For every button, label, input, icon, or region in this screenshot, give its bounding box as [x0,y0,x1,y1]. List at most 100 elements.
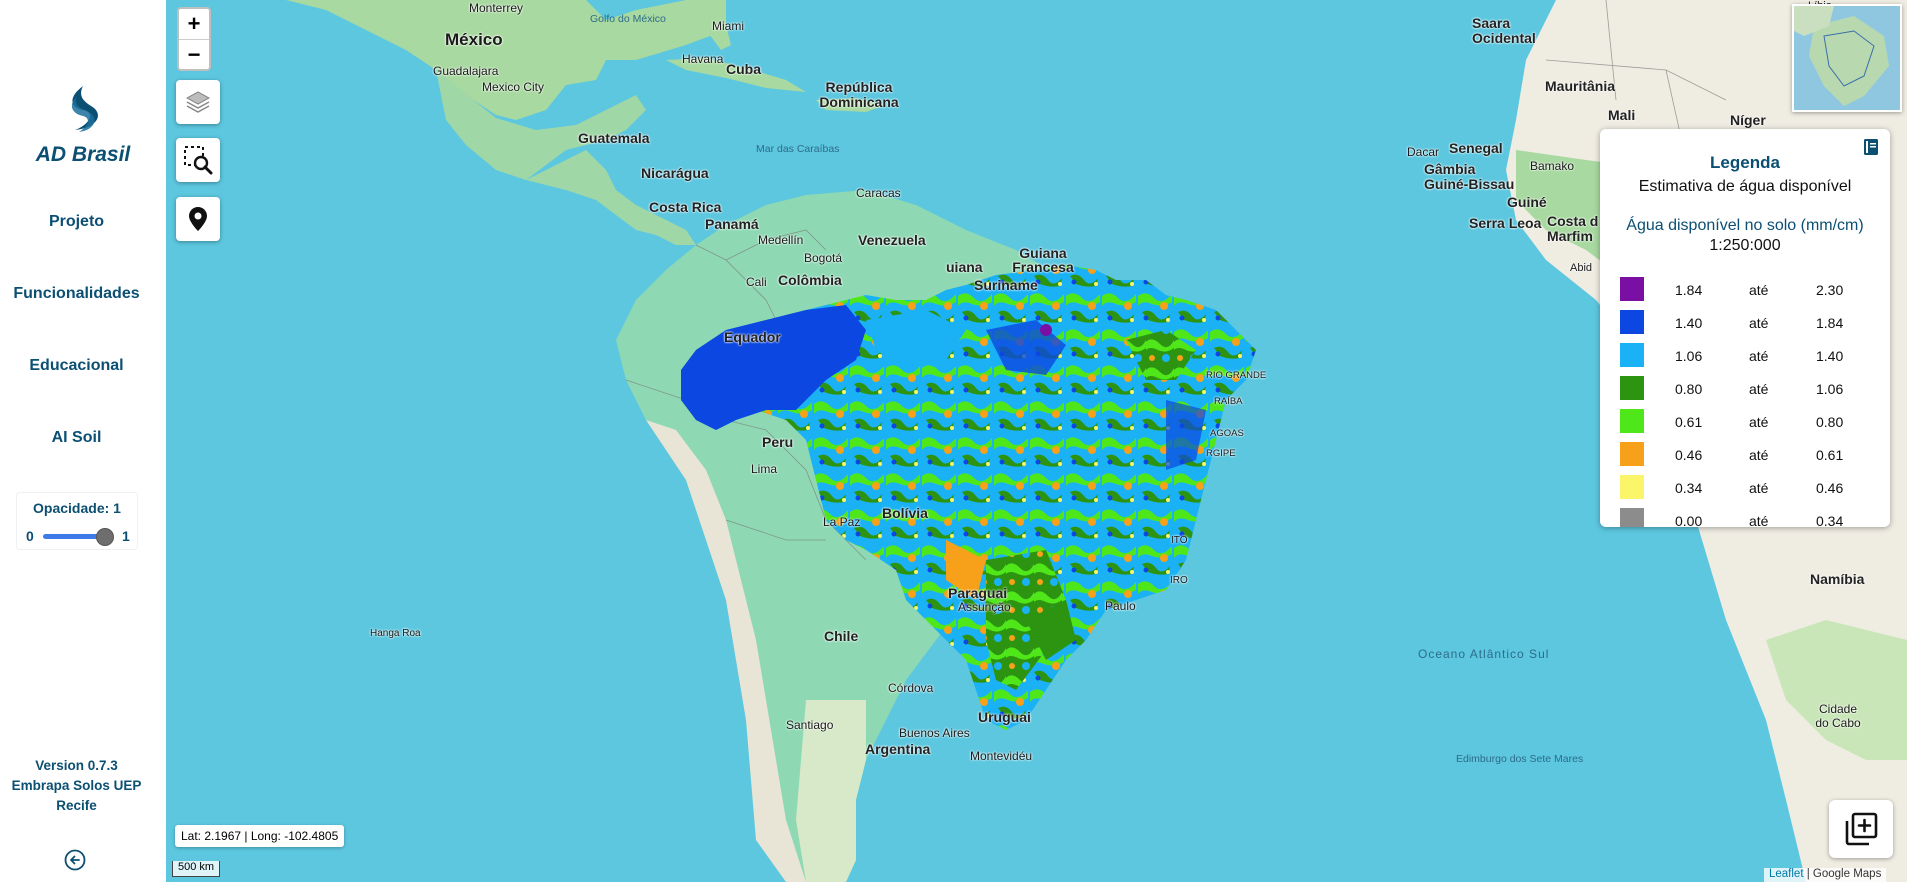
legend-from: 0.46 [1675,447,1703,463]
label-buenos-aires: Buenos Aires [899,726,970,740]
logo[interactable]: AD Brasil [0,84,166,167]
label-paraguai: Paraguai [948,585,1008,601]
label-mexico-city: Mexico City [482,80,545,94]
legend-variable: Água disponível no solo (mm/cm) [1626,217,1864,234]
legend-from: 0.61 [1675,414,1703,430]
legend-sep: até [1749,282,1769,298]
label-senegal: Senegal [1449,140,1503,156]
label-mauritania: Mauritânia [1545,78,1616,94]
legend-to: 0.61 [1816,447,1844,463]
label-la-paz: La Paz [823,515,861,529]
zoom-box-button[interactable] [176,138,220,182]
locate-pin-button[interactable] [176,197,220,241]
label-santiago: Santiago [786,718,834,732]
label-equador: Equador [724,329,781,345]
legend-row: 0.61 até 0.80 [1600,404,1890,437]
label-alagoas: AGOAS [1210,428,1244,439]
legend-scale: 1:250:000 [1709,237,1781,254]
label-havana: Havana [682,52,724,66]
land-hispaniola [816,98,886,112]
legend-from: 0.34 [1675,480,1703,496]
label-hanga-roa: Hanga Roa [370,628,421,639]
label-iro: IRO [1170,575,1188,586]
nav-funcionalidades[interactable]: Funcionalidades [13,285,140,302]
land-andes [646,420,806,882]
legend-from: 0.80 [1675,381,1703,397]
label-guine: Guiné [1507,194,1547,210]
label-assuncao: Assunção [958,600,1011,614]
layers-icon [185,91,211,113]
label-abid: Abid [1570,262,1593,274]
legend-swatch [1620,376,1644,400]
add-layer-button[interactable] [1829,800,1893,858]
add-layer-icon [1845,812,1878,846]
brand-title: AD Brasil [35,143,131,166]
legend-to: 0.34 [1816,513,1844,527]
legend-row: 0.80 até 1.06 [1600,371,1890,404]
label-cuba: Cuba [726,61,761,77]
label-bamako: Bamako [1530,159,1575,173]
legend-row: 0.00 até 0.34 [1600,503,1890,527]
minimap[interactable] [1792,4,1902,112]
label-saara: Saara Ocidental [1472,15,1536,46]
zoom-in-button[interactable]: + [187,11,201,36]
label-guadalajara: Guadalajara [433,64,499,78]
label-guiana: uiana [946,259,983,275]
map-pin-icon [189,207,207,231]
label-venezuela: Venezuela [858,232,926,248]
leaflet-link[interactable]: Leaflet [1769,868,1804,880]
land-central-america [526,150,696,245]
soil-water-layer [681,265,1256,730]
legend-swatch [1620,409,1644,433]
label-mali: Mali [1608,107,1636,123]
label-rep-dom: República Dominicana [819,79,899,110]
legend-to: 0.80 [1816,414,1844,430]
label-costa-rica: Costa Rica [649,199,722,215]
opacity-min-label: 0 [26,528,34,544]
layers-toggle-button[interactable] [176,80,220,124]
label-cali: Cali [746,275,767,289]
legend-subtitle: Estimativa de água disponível [1638,178,1852,195]
land-cuba [666,58,806,92]
amazon-zone [681,305,866,430]
collapse-sidebar-icon[interactable] [64,849,86,871]
zoom-out-button[interactable]: − [179,39,209,70]
label-costa-marfim: Costa d Marfim [1547,213,1599,244]
label-dacar: Dacar [1407,145,1440,159]
label-medellin: Medellín [758,233,804,247]
label-ito: ITO [1171,535,1188,546]
version-line: Version 0.7.3 [35,758,118,773]
legend-from: 0.00 [1675,513,1703,527]
label-lima: Lima [751,462,778,476]
nav-projeto[interactable]: Projeto [48,213,105,230]
map-attribution: Leaflet | Google Maps [1764,868,1887,882]
label-paulo: Paulo [1105,599,1136,613]
label-guine-bissau: Guiné-Bissau [1424,176,1515,192]
legend-sep: até [1749,381,1769,397]
legend-to: 1.40 [1816,348,1844,364]
label-cordova: Córdova [888,681,934,695]
label-sergipe: RGIPE [1206,448,1236,459]
nav-educacional[interactable]: Educacional [29,357,124,374]
label-bolivia: Bolívia [882,505,928,521]
label-paraiba: RAÍBA [1214,396,1243,407]
land-south-africa-green [1766,620,1907,760]
label-chile: Chile [824,628,859,644]
legend-sep: até [1749,414,1769,430]
opacity-slider-track[interactable] [43,534,113,539]
legend-sep: até [1749,513,1769,527]
legend-swatch [1620,508,1644,527]
label-oceano: Oceano Atlântico Sul [1418,647,1550,661]
legend-from: 1.06 [1675,348,1703,364]
book-icon[interactable] [1863,138,1879,156]
legend-row: 0.46 até 0.61 [1600,437,1890,470]
legend-panel: Legenda Estimativa de água disponível Ág… [1600,129,1890,527]
label-namibia: Namíbia [1810,571,1865,587]
nav-ai-soil[interactable]: AI Soil [51,429,102,446]
label-nicaragua: Nicarágua [641,165,709,181]
legend-row: 1.06 até 1.40 [1600,338,1890,371]
legend-sep: até [1749,480,1769,496]
version-info: Version 0.7.3 Embrapa Solos UEP Recife [0,756,153,816]
opacity-slider-thumb[interactable] [96,528,114,546]
label-serra-leoa: Serra Leoa [1469,215,1542,231]
